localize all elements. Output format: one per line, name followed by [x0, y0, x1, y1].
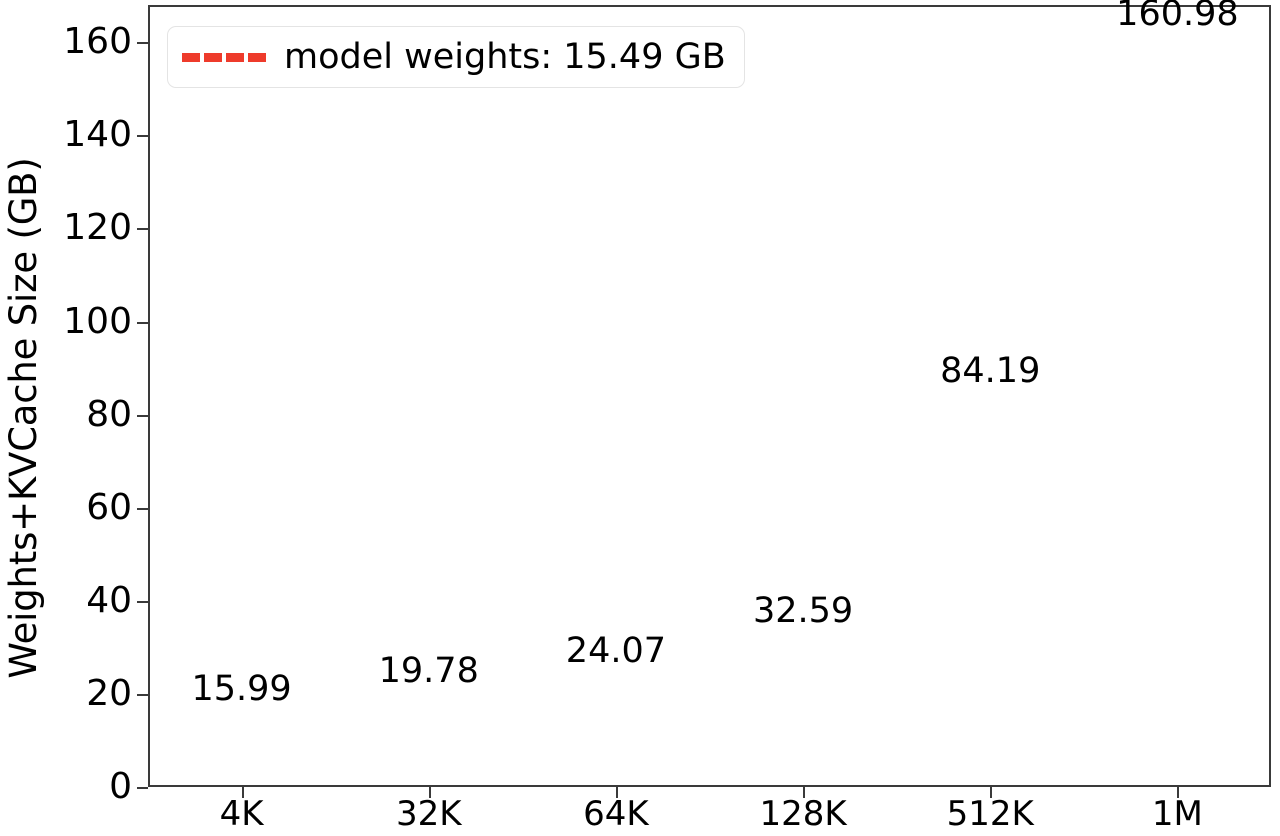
x-tick-label: 64K — [583, 794, 649, 834]
bar-value-label: 32.59 — [752, 591, 854, 632]
y-tick-label: 100 — [63, 300, 132, 342]
x-tick-label: 32K — [395, 794, 462, 834]
y-axis-title: Weights+KVCache Size (GB) — [1, 157, 45, 679]
y-tick-mark — [137, 600, 148, 603]
x-tick-mark — [803, 787, 806, 798]
bar-value-label: 19.78 — [378, 650, 479, 691]
legend-label: model weights: 15.49 GB — [284, 36, 726, 77]
y-tick-mark — [137, 787, 148, 789]
y-tick-mark — [137, 693, 148, 696]
legend: model weights: 15.49 GB — [167, 26, 745, 88]
y-tick-label: 140 — [63, 114, 132, 156]
plot-frame — [148, 5, 1271, 787]
y-tick-label: 0 — [109, 766, 132, 807]
x-tick-mark — [428, 787, 431, 798]
bar-value-label: 15.99 — [191, 668, 292, 709]
x-tick-label: 1M — [1151, 794, 1203, 834]
legend-dashed-line-icon — [182, 52, 266, 62]
y-tick-mark — [137, 321, 148, 324]
x-tick-label: 128K — [759, 794, 847, 834]
x-tick-mark — [990, 787, 993, 798]
y-tick-label: 40 — [86, 579, 132, 621]
x-tick-mark — [1177, 787, 1180, 798]
y-tick-mark — [137, 228, 148, 231]
x-tick-mark — [615, 787, 618, 798]
bar-value-label: 84.19 — [940, 351, 1041, 392]
y-tick-label: 80 — [86, 393, 132, 435]
y-tick-label: 160 — [63, 21, 132, 63]
y-tick-mark — [137, 135, 148, 138]
y-tick-mark — [137, 414, 148, 417]
x-tick-label: 512K — [946, 794, 1034, 834]
y-tick-label: 60 — [86, 486, 132, 528]
y-tick-mark — [137, 507, 148, 510]
y-tick-mark — [137, 42, 148, 45]
x-tick-mark — [241, 787, 244, 798]
bar-value-label: 24.07 — [565, 630, 667, 671]
bar-value-label: 160.98 — [1116, 0, 1239, 34]
y-tick-label: 20 — [86, 672, 132, 714]
x-tick-label: 4K — [219, 794, 264, 834]
y-tick-label: 120 — [63, 207, 132, 249]
